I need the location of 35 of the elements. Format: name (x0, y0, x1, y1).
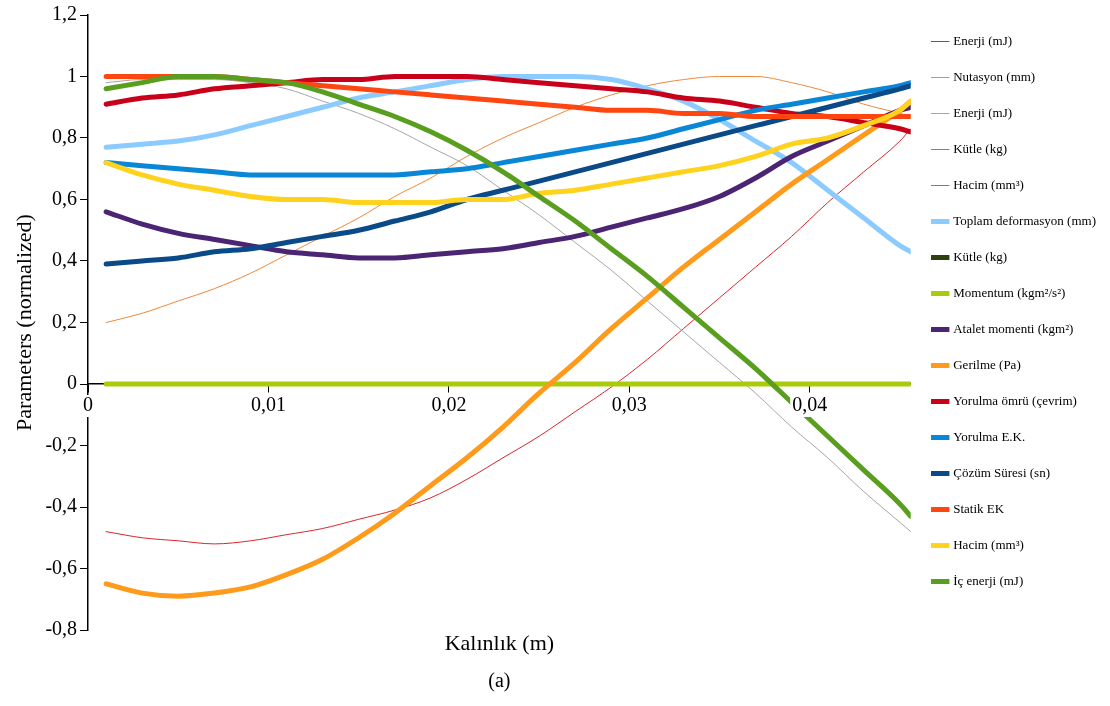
legend-label: Hacim (mm³) (953, 536, 1024, 552)
y-tick-label: -0,2 (45, 432, 78, 455)
x-tick-label: 0,01 (250, 393, 286, 416)
legend-label: Momentum (kgm²/s²) (953, 284, 1066, 300)
y-tick-label: -0,6 (45, 555, 78, 578)
x-tick-label: 0 (83, 393, 94, 416)
legend-label: Kütle (kg) (953, 140, 1008, 156)
text: (a) (488, 669, 511, 693)
x-axis-title: Kalınlık (m) (444, 629, 555, 655)
legend-label: Hacim (mm³) (953, 176, 1024, 192)
y-tick-label: 1,2 (52, 2, 78, 25)
y-axis-title: Parameters (normalized) (10, 214, 36, 431)
x-tick-label: 0,04 (792, 393, 828, 416)
legend-label: İç enerji (mJ) (953, 572, 1024, 588)
y-tick-label: 0 (67, 371, 78, 394)
y-tick-label: 1 (67, 63, 78, 86)
legend-label: Gerilme (Pa) (953, 356, 1021, 372)
legend-label: Atalet momenti (kgm²) (953, 320, 1074, 336)
x-tick-label: 0,03 (611, 393, 647, 416)
legend-label: Enerji (mJ) (953, 32, 1013, 48)
legend-label: Yorulma E.K. (953, 428, 1026, 444)
legend-label: Statik EK (953, 500, 1005, 516)
x-tick-label: 0,02 (431, 393, 467, 416)
legend-label: Enerji (mJ) (953, 104, 1013, 120)
y-tick-label: 0,8 (52, 125, 78, 148)
y-tick-label: 0,4 (52, 248, 78, 271)
y-tick-label: -0,4 (45, 494, 78, 517)
legend-label: Çözüm Süresi (sn) (953, 464, 1050, 480)
legend-label: Nutasyon (mm) (953, 68, 1036, 84)
y-tick-label: 0,6 (52, 186, 78, 209)
y-tick-label: -0,8 (45, 617, 78, 640)
legend-label: Toplam deformasyon (mm) (953, 212, 1096, 228)
y-tick-label: 0,2 (52, 309, 78, 332)
legend-label: Kütle (kg) (953, 248, 1008, 264)
legend-label: Yorulma ömrü (çevrim) (953, 392, 1077, 408)
